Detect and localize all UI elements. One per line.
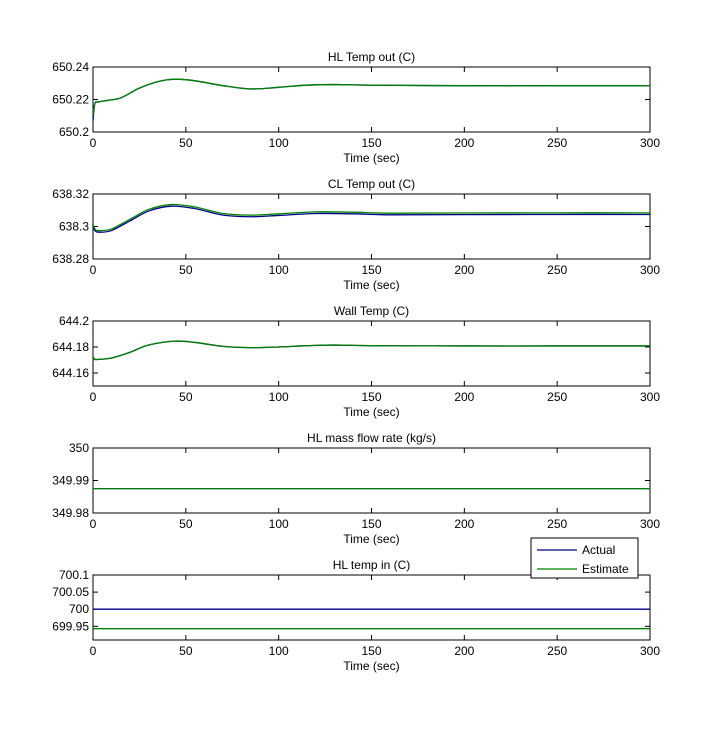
x-tick-label: 150 — [361, 136, 381, 150]
subplot-3: Wall Temp (C) 0 50 100 150 200 250 300 644.16 644… — [52, 304, 660, 419]
x-tick-label: 250 — [547, 263, 567, 277]
subplot-1: HL Temp out (C) 0 50 100 150 200 250 300 650.2 65… — [52, 50, 660, 165]
y-tick-label: 644.2 — [59, 314, 89, 328]
series-line-estimate — [93, 78, 650, 116]
subplot-title: HL Temp out (C) — [328, 50, 415, 64]
legend: Actual Estimate — [530, 537, 639, 579]
y-tick-label: 644.18 — [52, 340, 89, 354]
x-axis-label: Time (sec) — [343, 532, 399, 546]
subplot-title: CL Temp out (C) — [328, 177, 415, 191]
x-tick-label: 50 — [179, 263, 193, 277]
x-tick-label: 200 — [454, 517, 474, 531]
subplot-5: HL temp in (C) 0 50 100 150 200 250 300 699.95 70… — [52, 558, 660, 673]
x-tick-label: 200 — [454, 390, 474, 404]
x-tick-label: 0 — [90, 517, 97, 531]
x-tick-label: 50 — [179, 390, 193, 404]
x-tick-label: 300 — [640, 517, 660, 531]
series-line-estimate — [93, 203, 650, 232]
x-tick-label: 100 — [269, 136, 289, 150]
y-tick-label: 700.1 — [59, 568, 89, 582]
x-tick-label: 300 — [640, 136, 660, 150]
series-line-estimate — [93, 340, 650, 361]
axes-box — [92, 66, 651, 133]
y-tick-label: 644.16 — [52, 366, 89, 380]
x-tick-label: 0 — [90, 390, 97, 404]
x-tick-label: 150 — [361, 390, 381, 404]
axes-box — [92, 574, 651, 641]
legend-label-actual: Actual — [582, 543, 615, 557]
axes-box — [92, 193, 651, 260]
x-tick-label: 300 — [640, 644, 660, 658]
y-tick-label: 638.32 — [52, 187, 89, 201]
x-tick-label: 250 — [547, 390, 567, 404]
x-tick-label: 100 — [269, 644, 289, 658]
x-tick-label: 0 — [90, 263, 97, 277]
y-tick-label: 700 — [69, 602, 89, 616]
x-tick-label: 300 — [640, 263, 660, 277]
x-tick-label: 100 — [269, 390, 289, 404]
subplot-title: Wall Temp (C) — [334, 304, 409, 318]
y-tick-label: 350 — [69, 441, 89, 455]
y-tick-label: 700.05 — [52, 585, 89, 599]
x-tick-label: 300 — [640, 390, 660, 404]
y-tick-label: 638.28 — [52, 252, 89, 266]
x-tick-label: 0 — [90, 644, 97, 658]
subplot-title: HL temp in (C) — [333, 558, 411, 572]
x-tick-label: 200 — [454, 136, 474, 150]
subplot-2: CL Temp out (C) 0 50 100 150 200 250 300 638.28 6… — [52, 177, 660, 292]
y-tick-label: 650.24 — [52, 60, 89, 74]
x-axis-label: Time (sec) — [343, 405, 399, 419]
x-tick-label: 200 — [454, 263, 474, 277]
x-tick-label: 200 — [454, 644, 474, 658]
axes-box — [92, 320, 651, 387]
x-tick-label: 50 — [179, 517, 193, 531]
x-tick-label: 100 — [269, 263, 289, 277]
x-axis-label: Time (sec) — [343, 278, 399, 292]
x-tick-label: 150 — [361, 517, 381, 531]
legend-box — [530, 537, 639, 579]
x-tick-label: 50 — [179, 644, 193, 658]
x-tick-label: 250 — [547, 517, 567, 531]
x-tick-label: 150 — [361, 263, 381, 277]
x-tick-label: 250 — [547, 644, 567, 658]
subplot-title: HL mass flow rate (kg/s) — [307, 431, 436, 445]
axes-box — [92, 447, 651, 514]
y-tick-label: 349.98 — [52, 506, 89, 520]
x-tick-label: 0 — [90, 136, 97, 150]
y-tick-label: 349.99 — [52, 474, 89, 488]
series-line-actual — [93, 205, 650, 233]
y-tick-label: 699.95 — [52, 619, 89, 633]
y-tick-label: 650.22 — [52, 93, 89, 107]
x-axis-label: Time (sec) — [343, 659, 399, 673]
x-axis-label: Time (sec) — [343, 151, 399, 165]
x-tick-label: 100 — [269, 517, 289, 531]
x-tick-label: 50 — [179, 136, 193, 150]
x-tick-label: 250 — [547, 136, 567, 150]
x-tick-label: 150 — [361, 644, 381, 658]
subplot-4: HL mass flow rate (kg/s) 0 50 100 150 200 250 3… — [52, 431, 660, 546]
y-tick-label: 638.3 — [59, 220, 89, 234]
legend-label-estimate: Estimate — [582, 562, 629, 576]
y-tick-label: 650.2 — [59, 125, 89, 139]
